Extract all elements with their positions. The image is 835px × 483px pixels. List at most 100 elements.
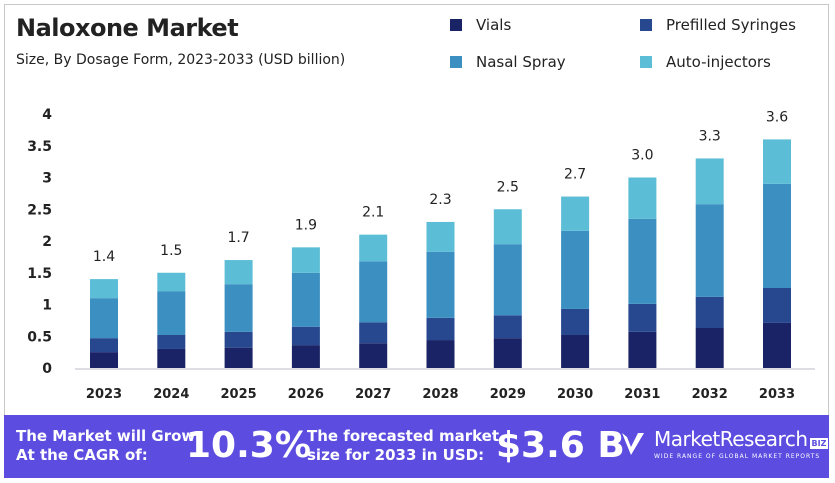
bar-segment-vials <box>90 352 118 368</box>
y-tick-label: 0 <box>42 361 52 377</box>
chart-title: Naloxone Market <box>16 14 239 42</box>
x-tick-label: 2025 <box>221 387 257 402</box>
total-label: 3.6 <box>766 109 788 125</box>
bar-segment-auto-injectors <box>561 196 590 231</box>
bar-segment-auto-injectors <box>359 234 388 262</box>
bar-segment-nasal-spray <box>628 218 657 304</box>
legend-label: Prefilled Syringes <box>666 16 796 34</box>
x-tick-label: 2029 <box>490 387 526 402</box>
bar-segment-prefilled-syringes <box>493 315 522 339</box>
legend-swatch <box>450 56 462 68</box>
legend-vials: Vials <box>450 16 511 34</box>
bar-segment-auto-injectors <box>763 139 791 184</box>
bar-segment-prefilled-syringes <box>763 287 791 323</box>
legend-prefilled-syringes: Prefilled Syringes <box>640 16 796 34</box>
forecast-value: $3.6 B <box>496 425 625 466</box>
y-tick-label: 4 <box>42 107 52 123</box>
bar-segment-prefilled-syringes <box>359 322 388 344</box>
x-tick-label: 2033 <box>759 387 795 402</box>
bar-segment-prefilled-syringes <box>291 326 320 346</box>
total-label: 2.1 <box>362 205 384 221</box>
bar-segment-vials <box>359 343 388 368</box>
legend-label: Auto-injectors <box>666 53 771 71</box>
legend-nasal-spray: Nasal Spray <box>450 53 566 71</box>
bar-segment-nasal-spray <box>695 204 724 297</box>
bar-segment-vials <box>224 347 253 368</box>
cagr-value: 10.3% <box>186 425 311 466</box>
x-tick-label: 2030 <box>557 387 593 402</box>
bar-segment-auto-injectors <box>157 272 186 292</box>
bar-segment-nasal-spray <box>90 298 118 339</box>
x-tick-label: 2024 <box>153 387 189 402</box>
bar-segment-vials <box>493 338 522 368</box>
legend-label: Vials <box>476 16 512 34</box>
y-tick-label: 2 <box>42 234 52 250</box>
bar-segment-prefilled-syringes <box>224 331 253 348</box>
marketresearch-logo: MarketResearch BIZ WIDE RANGE OF GLOBAL M… <box>620 427 829 460</box>
bar-segment-auto-injectors <box>90 279 118 299</box>
bar-segment-vials <box>157 348 186 368</box>
x-tick-label: 2032 <box>692 387 728 402</box>
total-label: 1.7 <box>227 230 249 246</box>
legend-swatch <box>640 19 652 31</box>
bar-segment-prefilled-syringes <box>90 338 118 353</box>
bar-segment-prefilled-syringes <box>561 308 590 335</box>
cagr-label: The Market will Grow At the CAGR of: <box>16 427 196 464</box>
x-tick-label: 2023 <box>86 387 122 402</box>
bar-segment-nasal-spray <box>157 291 186 335</box>
y-tick-label: 1 <box>42 298 52 314</box>
x-tick-label: 2026 <box>288 387 324 402</box>
forecast-label: The forecasted market size for 2033 in US… <box>307 427 500 464</box>
total-label: 1.4 <box>93 249 115 265</box>
bar-segment-nasal-spray <box>561 230 590 309</box>
y-tick-label: 3 <box>42 171 52 187</box>
y-tick-label: 3.5 <box>27 139 52 155</box>
bar-segment-vials <box>695 327 724 368</box>
legend-auto-injectors: Auto-injectors <box>640 53 771 71</box>
summary-banner: The Market will Grow At the CAGR of: 10.3… <box>4 415 829 478</box>
bar-segment-prefilled-syringes <box>628 303 657 332</box>
chart-subtitle: Size, By Dosage Form, 2023-2033 (USD bil… <box>16 52 346 68</box>
bar-segment-prefilled-syringes <box>157 334 186 349</box>
total-label: 2.5 <box>497 179 519 195</box>
bar-segment-auto-injectors <box>291 247 320 273</box>
logo-name: MarketResearch <box>654 427 808 451</box>
total-label: 2.7 <box>564 167 586 183</box>
bar-segment-auto-injectors <box>224 260 253 285</box>
total-label: 2.3 <box>429 192 451 208</box>
legend-label: Nasal Spray <box>476 53 566 71</box>
bar-segment-auto-injectors <box>628 177 657 219</box>
bar-segment-prefilled-syringes <box>426 317 455 341</box>
bar-segment-nasal-spray <box>359 261 388 323</box>
bar-segment-nasal-spray <box>426 251 455 318</box>
total-label: 1.9 <box>295 217 317 233</box>
bar-segment-auto-injectors <box>426 221 455 252</box>
bar-segment-vials <box>628 331 657 368</box>
bar-segment-vials <box>763 322 791 368</box>
legend-swatch <box>640 56 652 68</box>
bar-segment-auto-injectors <box>493 209 522 245</box>
x-tick-label: 2031 <box>624 387 660 402</box>
x-tick-label: 2028 <box>422 387 458 402</box>
y-tick-label: 2.5 <box>27 202 52 218</box>
logo-badge: BIZ <box>809 438 829 449</box>
bar-segment-vials <box>561 334 590 368</box>
total-label: 1.5 <box>160 243 182 259</box>
logo-tagline: WIDE RANGE OF GLOBAL MARKET REPORTS <box>654 453 821 460</box>
checkmark-logo-icon <box>622 432 644 455</box>
total-label: 3.0 <box>631 148 653 164</box>
bar-segment-nasal-spray <box>763 183 791 288</box>
bar-segment-nasal-spray <box>224 284 253 332</box>
bar-segment-prefilled-syringes <box>695 296 724 328</box>
bar-segment-auto-injectors <box>695 158 724 205</box>
bar-segment-nasal-spray <box>291 272 320 327</box>
y-tick-label: 1.5 <box>27 266 52 282</box>
stacked-bar-chart: 0 0.5 1 1.5 2 2.5 3 3.5 4 1.4 2023 1.5 2024 1.7 2025 1.… <box>27 107 815 402</box>
bar-segment-vials <box>291 345 320 368</box>
legend-swatch <box>450 19 462 31</box>
x-tick-label: 2027 <box>355 387 391 402</box>
bar-segment-vials <box>426 340 455 368</box>
total-label: 3.3 <box>699 128 721 144</box>
bar-segment-nasal-spray <box>493 244 522 316</box>
